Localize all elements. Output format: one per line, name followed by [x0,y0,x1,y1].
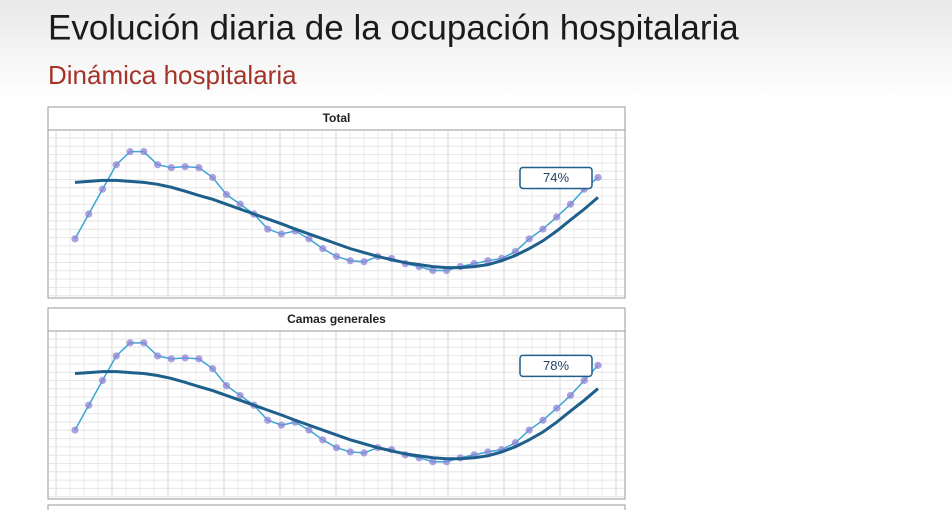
data-point [264,225,272,233]
data-point [153,352,162,360]
data-point [85,210,93,218]
next-panel [47,504,626,510]
data-point [112,161,120,169]
data-point [126,339,134,347]
data-point [319,245,327,253]
slide-subtitle: Dinámica hospitalaria [48,60,297,90]
data-point [360,449,368,457]
data-point [346,448,354,456]
data-point [140,148,148,156]
data-point [553,213,561,221]
data-point [181,354,189,362]
data-point [181,163,189,171]
data-point [85,401,93,409]
panel-header [47,307,626,332]
annotation-box [519,166,593,190]
data-point [539,416,547,424]
data-point [319,436,327,444]
data-point [153,161,162,169]
data-point [71,426,79,434]
panel-header [47,106,626,131]
data-point [209,365,217,373]
data-point [236,391,244,400]
data-point [71,235,79,243]
panel-title: Total [323,111,351,125]
data-point [167,164,175,172]
trend-line [74,178,599,270]
data-point [98,185,107,193]
data-point [332,444,341,452]
data-point [126,148,134,156]
data-point [195,164,203,172]
data-point [360,258,368,266]
data-point [594,361,602,369]
annotation-label: 74% [543,170,569,185]
data-point [167,355,175,363]
data-point [484,448,492,456]
data-point [236,200,244,208]
data-point [195,355,203,363]
data-point [566,391,575,400]
data-point [566,200,575,208]
annotation-label: 78% [543,358,569,373]
trend-line [74,370,599,461]
data-point [305,426,313,434]
data-point [484,257,492,265]
data-point [305,235,313,243]
slide-title: Evolución diaria de la ocupación hospita… [48,8,739,47]
data-point [222,382,230,390]
data-point [580,376,588,385]
data-point [264,416,272,424]
data-point [539,225,547,233]
data-point [525,426,533,434]
data-point [429,266,437,275]
data-point [525,235,533,243]
data-point [277,230,286,238]
data-point [277,421,286,429]
data-point [429,458,437,466]
data-point [332,252,341,261]
data-point [140,339,148,347]
data-point [112,352,120,360]
data-point [553,404,561,412]
panel-title: Camas generales [287,312,386,326]
data-point [98,376,107,385]
data-point [222,190,230,199]
data-point [209,173,217,182]
data-point [346,257,354,265]
annotation-box [519,354,593,378]
data-point [594,173,602,182]
